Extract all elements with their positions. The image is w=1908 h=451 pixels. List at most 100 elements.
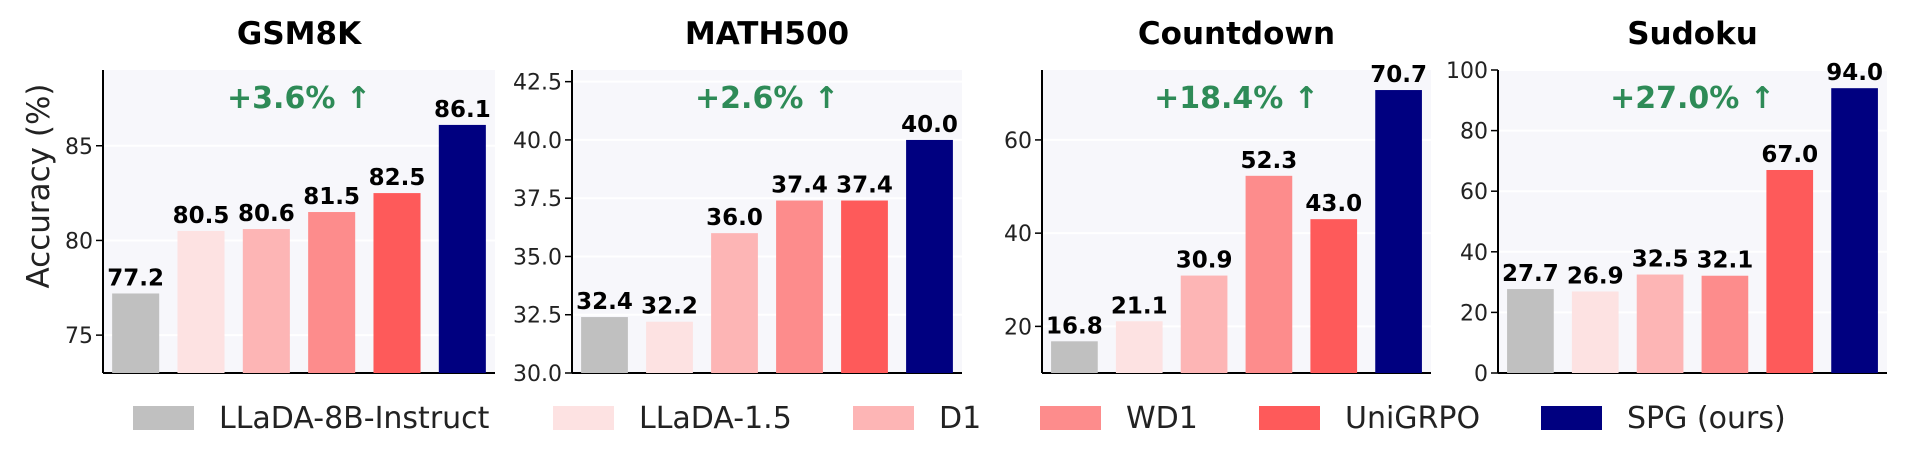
data-label: 40.0: [901, 112, 958, 138]
bar-unigrpo: [1766, 169, 1814, 373]
data-label: 37.4: [771, 173, 828, 199]
data-label: 30.9: [1176, 248, 1233, 274]
bar-d1: [242, 229, 290, 373]
bar-spg-ours: [906, 139, 953, 373]
bar-llada-8b-instruct: [1051, 341, 1098, 373]
data-label: 37.4: [836, 173, 893, 199]
legend-label: D1: [939, 400, 982, 436]
bar-llada-1-5: [1115, 321, 1163, 373]
legend-swatch: [853, 406, 914, 430]
legend-item-llada-1-5: LLaDA-1.5: [553, 398, 792, 438]
chart-title: GSM8K: [237, 16, 362, 52]
y-tick-label: 0: [1474, 362, 1488, 387]
y-tick-label: 60: [1004, 129, 1032, 154]
data-label: 94.0: [1826, 60, 1883, 86]
plot-area: [572, 70, 962, 373]
chart-panel-sudoku: 0 20 40 60 80 100 27.7 26.9 32.5 32.1 67.0 94.0 +27.…: [1446, 16, 1887, 387]
bar-wd1: [776, 200, 823, 373]
data-label: 27.7: [1502, 261, 1559, 287]
chart-panel-gsm8k: 75 80 85 77.2 80.5 80.6 81.5 82.5 86.1 +3.6% ↑ GSM…: [65, 16, 495, 374]
chart-panel-math500: 30.0 32.5 35.0 37.5 40.0 42.5 32.4 32.2 36.0 37.4…: [513, 16, 962, 387]
chart-title: MATH500: [685, 16, 849, 52]
data-label: 26.9: [1567, 263, 1624, 289]
legend-swatch: [1541, 406, 1602, 430]
bar-wd1: [308, 212, 356, 373]
bar-llada-8b-instruct: [112, 293, 160, 373]
y-tick-label: 20: [1004, 315, 1032, 340]
legend-item-unigrpo: UniGRPO: [1259, 398, 1480, 438]
improvement-annotation: +18.4% ↑: [1154, 81, 1319, 116]
plot-area: [1042, 70, 1431, 373]
data-label: 52.3: [1241, 148, 1298, 174]
bar-llada-8b-instruct: [581, 317, 628, 373]
y-tick-label: 32.5: [513, 304, 562, 329]
bar-llada-1-5: [1571, 291, 1619, 373]
chart-title: Countdown: [1138, 16, 1335, 52]
y-tick-label: 80: [65, 229, 93, 254]
legend-item-wd1: WD1: [1040, 398, 1198, 438]
chart-panel-countdown: 20 40 60 16.8 21.1 30.9 52.3 43.0 70.7 +18.4% ↑ Co…: [1004, 16, 1431, 374]
y-axis-label: Accuracy (%): [21, 83, 57, 288]
legend-swatch: [1259, 406, 1320, 430]
legend-item-llada-8b-instruct: LLaDA-8B-Instruct: [133, 398, 489, 438]
legend-label: LLaDA-1.5: [639, 400, 792, 436]
bar-llada-8b-instruct: [1507, 289, 1554, 373]
data-label: 81.5: [303, 184, 360, 210]
data-label: 77.2: [107, 265, 164, 291]
y-tick-label: 80: [1460, 120, 1488, 145]
y-tick-label: 40.0: [513, 129, 562, 154]
bar-spg-ours: [438, 124, 486, 373]
data-label: 36.0: [706, 205, 763, 231]
improvement-annotation: +3.6% ↑: [227, 81, 371, 116]
y-tick-label: 40: [1460, 241, 1488, 266]
y-tick-label: 100: [1446, 59, 1488, 84]
y-tick-label: 30.0: [513, 362, 562, 387]
legend-item-d1: D1: [853, 398, 981, 438]
y-tick-label: 75: [65, 324, 93, 349]
bar-spg-ours: [1375, 90, 1422, 373]
bar-wd1: [1245, 175, 1293, 373]
y-tick-label: 42.5: [513, 71, 562, 96]
bar-d1: [1636, 274, 1684, 373]
legend-label: WD1: [1126, 400, 1198, 436]
data-label: 82.5: [369, 165, 426, 191]
bar-d1: [1180, 275, 1228, 373]
improvement-annotation: +2.6% ↑: [695, 81, 839, 116]
data-label: 67.0: [1761, 142, 1818, 168]
legend-label: LLaDA-8B-Instruct: [219, 400, 490, 436]
data-label: 32.1: [1697, 248, 1754, 274]
improvement-annotation: +27.0% ↑: [1610, 81, 1775, 116]
legend-label: SPG (ours): [1627, 400, 1786, 436]
legend-swatch: [1040, 406, 1101, 430]
bar-unigrpo: [841, 200, 888, 373]
legend-swatch: [553, 406, 614, 430]
bar-llada-1-5: [646, 321, 693, 373]
data-label: 80.5: [173, 203, 230, 229]
legend-item-spg-ours: SPG (ours): [1541, 398, 1786, 438]
bar-wd1: [1701, 275, 1749, 373]
data-label: 70.7: [1370, 62, 1427, 88]
y-tick-label: 85: [65, 135, 93, 160]
legend-swatch: [133, 406, 194, 430]
data-label: 80.6: [238, 201, 295, 227]
data-label: 21.1: [1111, 293, 1168, 319]
plot-area: [103, 70, 495, 373]
y-tick-label: 60: [1460, 180, 1488, 205]
legend-label: UniGRPO: [1345, 400, 1481, 436]
bar-unigrpo: [373, 193, 421, 373]
y-tick-label: 40: [1004, 222, 1032, 247]
legend: LLaDA-8B-Instruct LLaDA-1.5 D1 WD1 UniGR…: [0, 398, 1908, 438]
data-label: 43.0: [1305, 191, 1362, 217]
bar-unigrpo: [1310, 219, 1358, 373]
plot-area: [1498, 70, 1887, 373]
data-label: 16.8: [1046, 313, 1103, 339]
bar-llada-1-5: [177, 230, 225, 373]
bar-d1: [711, 233, 758, 373]
bar-spg-ours: [1831, 88, 1878, 374]
y-tick-label: 35.0: [513, 245, 562, 270]
chart-title: Sudoku: [1627, 16, 1758, 52]
y-tick-label: 37.5: [513, 187, 562, 212]
y-tick-label: 20: [1460, 301, 1488, 326]
data-label: 32.2: [641, 294, 698, 320]
data-label: 32.4: [576, 289, 633, 315]
